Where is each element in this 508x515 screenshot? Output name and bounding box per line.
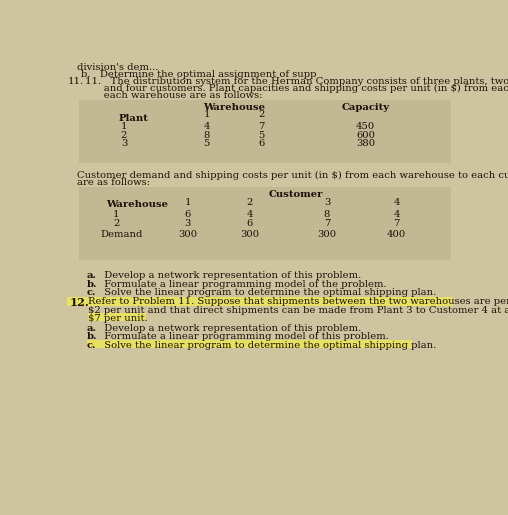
Text: 12.: 12. (70, 298, 89, 308)
Text: 1: 1 (184, 198, 190, 207)
Bar (87, 340, 412, 348)
Text: Solve the linear program to determine the optimal shipping plan.: Solve the linear program to determine th… (99, 288, 436, 297)
Text: 3: 3 (121, 139, 127, 148)
Text: 2: 2 (113, 219, 119, 228)
Text: are as follows:: are as follows: (77, 178, 150, 187)
Text: $2 per unit and that direct shipments can be made from Plant 3 to Customer 4 at : $2 per unit and that direct shipments ca… (88, 306, 508, 315)
Text: 6: 6 (184, 210, 190, 219)
Text: Refer to Problem 11. Suppose that shipments between the two warehouses are permi: Refer to Problem 11. Suppose that shipme… (88, 298, 508, 306)
Text: Capacity: Capacity (342, 104, 390, 112)
Text: 5: 5 (204, 139, 210, 148)
Text: Develop a network representation of this problem.: Develop a network representation of this… (99, 271, 362, 280)
Text: each warehouse are as follows:: each warehouse are as follows: (85, 91, 263, 100)
Text: c.: c. (87, 288, 96, 297)
Text: and four customers. Plant capacities and shipping costs per unit (in $) from eac: and four customers. Plant capacities and… (85, 84, 508, 93)
Text: 3: 3 (184, 219, 190, 228)
Text: Formulate a linear programming model of the problem.: Formulate a linear programming model of … (99, 280, 387, 289)
Text: c.: c. (87, 340, 96, 350)
Text: 11.: 11. (68, 77, 83, 86)
Text: 2: 2 (246, 198, 252, 207)
Text: $7 per unit.: $7 per unit. (88, 314, 148, 323)
Text: Customer: Customer (269, 190, 323, 199)
Bar (68, 297, 453, 306)
Text: 4: 4 (394, 198, 400, 207)
Text: 4: 4 (204, 122, 210, 131)
Text: 2: 2 (121, 131, 127, 140)
Text: 8: 8 (324, 210, 330, 219)
Bar (88, 313, 146, 320)
Text: 6: 6 (246, 219, 252, 228)
Text: 4: 4 (246, 210, 253, 219)
Bar (79, 186, 451, 260)
Text: 6: 6 (258, 139, 264, 148)
Text: 300: 300 (178, 230, 197, 238)
Text: 1: 1 (121, 122, 127, 131)
Bar (79, 100, 451, 163)
Text: 380: 380 (356, 139, 375, 148)
Text: Formulate a linear programming model of this problem.: Formulate a linear programming model of … (99, 332, 389, 341)
Text: 5: 5 (258, 131, 264, 140)
Text: Plant: Plant (118, 114, 148, 123)
Text: b.   Determine the optimal assignment of supp: b. Determine the optimal assignment of s… (81, 70, 316, 79)
Text: 2: 2 (258, 110, 264, 119)
Text: 300: 300 (240, 230, 259, 238)
Text: Warehouse: Warehouse (106, 200, 168, 210)
Text: a.: a. (87, 323, 97, 333)
Text: Demand: Demand (101, 230, 143, 238)
Text: b.: b. (87, 280, 97, 289)
Text: 3: 3 (324, 198, 330, 207)
Text: 450: 450 (356, 122, 375, 131)
Text: 7: 7 (258, 122, 264, 131)
Text: 300: 300 (318, 230, 337, 238)
Text: Warehouse: Warehouse (203, 104, 265, 112)
Text: Customer demand and shipping costs per unit (in $) from each warehouse to each c: Customer demand and shipping costs per u… (77, 171, 508, 180)
Text: Develop a network representation of this problem.: Develop a network representation of this… (99, 323, 362, 333)
Text: 7: 7 (394, 219, 400, 228)
Text: 1: 1 (113, 210, 119, 219)
Text: 1: 1 (204, 110, 210, 119)
Text: 600: 600 (356, 131, 375, 140)
Text: a.: a. (87, 271, 97, 280)
Text: 7: 7 (324, 219, 330, 228)
Text: b.: b. (87, 332, 97, 341)
Text: division's dem...: division's dem... (77, 63, 159, 72)
Text: 4: 4 (394, 210, 400, 219)
Text: 8: 8 (204, 131, 210, 140)
Text: Solve the linear program to determine the optimal shipping plan.: Solve the linear program to determine th… (99, 340, 436, 350)
Text: 11.   The distribution system for the Herman Company consists of three plants, t: 11. The distribution system for the Herm… (85, 77, 508, 86)
Text: 400: 400 (387, 230, 406, 238)
